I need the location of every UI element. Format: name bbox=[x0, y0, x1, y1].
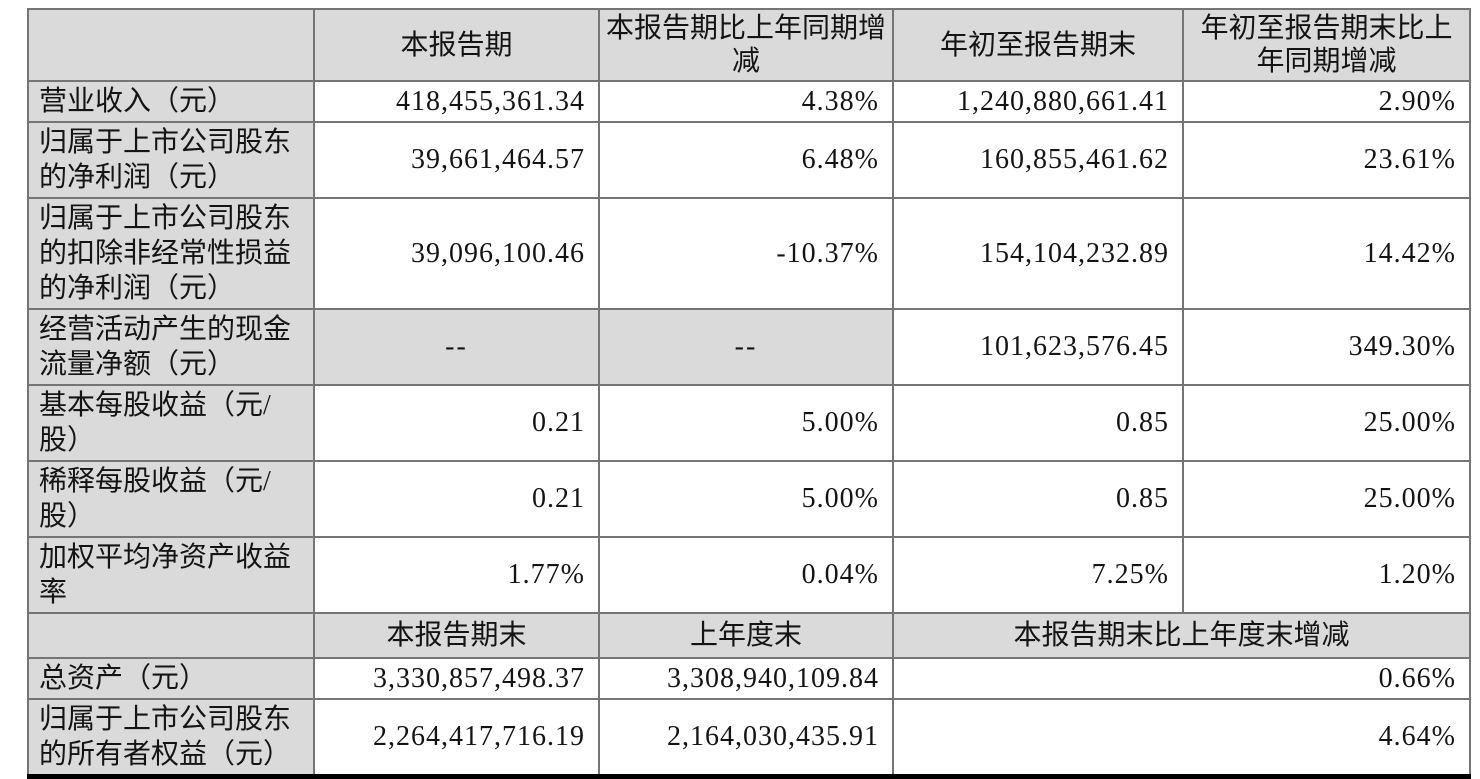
label-cell: 基本每股收益（元/股） bbox=[27, 384, 315, 462]
header-ytd: 年初至报告期末 bbox=[892, 8, 1184, 82]
current-value-cell: 39,096,100.46 bbox=[313, 197, 600, 310]
ytd-yoy-value-cell: 2.90% bbox=[1182, 80, 1471, 123]
current-value-cell: 0.21 bbox=[313, 384, 600, 462]
subheader-blank-cell bbox=[27, 612, 315, 659]
label-cell: 稀释每股收益（元/股） bbox=[27, 460, 315, 538]
header-blank-cell bbox=[27, 8, 315, 82]
label-cell: 归属于上市公司股东的扣除非经常性损益的净利润（元） bbox=[27, 197, 315, 310]
ytd-value-cell: 7.25% bbox=[892, 536, 1184, 614]
ytd-yoy-value-cell: 349.30% bbox=[1182, 308, 1471, 386]
label-cell: 总资产（元） bbox=[27, 657, 315, 700]
change-value-cell: 0.66% bbox=[892, 657, 1471, 700]
financial-summary-table: 本报告期 本报告期比上年同期增减 年初至报告期末 年初至报告期末比上年同期增减 … bbox=[27, 8, 1471, 779]
yoy-value-cell: -10.37% bbox=[598, 197, 894, 310]
yoy-value-cell: 5.00% bbox=[598, 384, 894, 462]
ytd-value-cell: 101,623,576.45 bbox=[892, 308, 1184, 386]
metric-row-diluted-eps: 稀释每股收益（元/股） 0.21 5.00% 0.85 25.00% bbox=[27, 460, 1471, 538]
current-value-cell: 0.21 bbox=[313, 460, 600, 538]
current-value-cell: -- bbox=[313, 308, 600, 386]
header-ytd-yoy: 年初至报告期末比上年同期增减 bbox=[1182, 8, 1471, 82]
subheader-prev-year-end: 上年度末 bbox=[598, 612, 894, 659]
ytd-value-cell: 0.85 bbox=[892, 460, 1184, 538]
label-cell: 归属于上市公司股东的净利润（元） bbox=[27, 121, 315, 199]
yoy-value-cell: 0.04% bbox=[598, 536, 894, 614]
label-cell: 营业收入（元） bbox=[27, 80, 315, 123]
prev-year-end-value-cell: 2,164,030,435.91 bbox=[598, 698, 894, 778]
ytd-value-cell: 154,104,232.89 bbox=[892, 197, 1184, 310]
ytd-value-cell: 160,855,461.62 bbox=[892, 121, 1184, 199]
balance-row-equity: 归属于上市公司股东的所有者权益（元） 2,264,417,716.19 2,16… bbox=[27, 698, 1471, 778]
metric-row-net-profit-excl-nonrecurring: 归属于上市公司股东的扣除非经常性损益的净利润（元） 39,096,100.46 … bbox=[27, 197, 1471, 310]
subheader-period-end: 本报告期末 bbox=[313, 612, 600, 659]
label-cell: 经营活动产生的现金流量净额（元） bbox=[27, 308, 315, 386]
ytd-yoy-value-cell: 1.20% bbox=[1182, 536, 1471, 614]
yoy-value-cell: 5.00% bbox=[598, 460, 894, 538]
yoy-value-cell: 4.38% bbox=[598, 80, 894, 123]
ytd-yoy-value-cell: 23.61% bbox=[1182, 121, 1471, 199]
prev-year-end-value-cell: 3,308,940,109.84 bbox=[598, 657, 894, 700]
header-current-period: 本报告期 bbox=[313, 8, 600, 82]
balance-row-total-assets: 总资产（元） 3,330,857,498.37 3,308,940,109.84… bbox=[27, 657, 1471, 700]
change-value-cell: 4.64% bbox=[892, 698, 1471, 778]
current-value-cell: 1.77% bbox=[313, 536, 600, 614]
label-cell: 归属于上市公司股东的所有者权益（元） bbox=[27, 698, 315, 778]
table-header-row: 本报告期 本报告期比上年同期增减 年初至报告期末 年初至报告期末比上年同期增减 bbox=[27, 8, 1471, 82]
subheader-period-end-vs-prev: 本报告期末比上年度末增减 bbox=[892, 612, 1471, 659]
metric-row-revenue: 营业收入（元） 418,455,361.34 4.38% 1,240,880,6… bbox=[27, 80, 1471, 123]
period-end-value-cell: 2,264,417,716.19 bbox=[313, 698, 600, 778]
metric-row-net-profit: 归属于上市公司股东的净利润（元） 39,661,464.57 6.48% 160… bbox=[27, 121, 1471, 199]
metric-row-operating-cash-flow: 经营活动产生的现金流量净额（元） -- -- 101,623,576.45 34… bbox=[27, 308, 1471, 386]
current-value-cell: 418,455,361.34 bbox=[313, 80, 600, 123]
ytd-yoy-value-cell: 14.42% bbox=[1182, 197, 1471, 310]
ytd-value-cell: 0.85 bbox=[892, 384, 1184, 462]
header-current-period-yoy: 本报告期比上年同期增减 bbox=[598, 8, 894, 82]
current-value-cell: 39,661,464.57 bbox=[313, 121, 600, 199]
ytd-yoy-value-cell: 25.00% bbox=[1182, 384, 1471, 462]
metric-row-basic-eps: 基本每股收益（元/股） 0.21 5.00% 0.85 25.00% bbox=[27, 384, 1471, 462]
ytd-yoy-value-cell: 25.00% bbox=[1182, 460, 1471, 538]
label-cell: 加权平均净资产收益率 bbox=[27, 536, 315, 614]
metric-row-weighted-avg-roe: 加权平均净资产收益率 1.77% 0.04% 7.25% 1.20% bbox=[27, 536, 1471, 614]
ytd-value-cell: 1,240,880,661.41 bbox=[892, 80, 1184, 123]
period-end-value-cell: 3,330,857,498.37 bbox=[313, 657, 600, 700]
yoy-value-cell: -- bbox=[598, 308, 894, 386]
yoy-value-cell: 6.48% bbox=[598, 121, 894, 199]
table-subheader-row: 本报告期末 上年度末 本报告期末比上年度末增减 bbox=[27, 612, 1471, 659]
